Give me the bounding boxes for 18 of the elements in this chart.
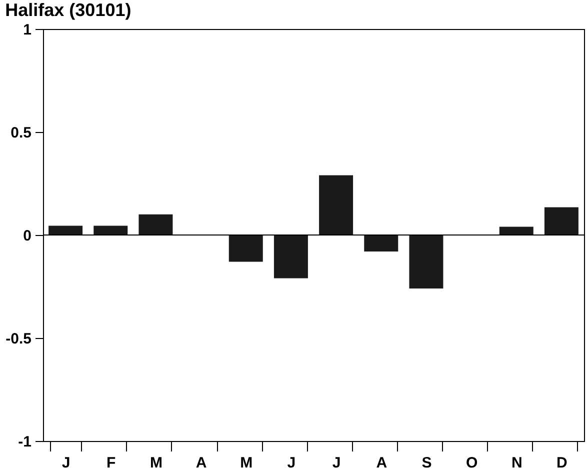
x-tick-label: N <box>511 454 522 472</box>
y-tick-label: -1 <box>18 434 32 450</box>
y-tick-label: 0.5 <box>10 124 32 142</box>
x-tick-label: J <box>332 454 341 472</box>
x-tick-label: O <box>466 454 478 472</box>
chart-title: Halifax (30101) <box>5 0 132 20</box>
y-tick-label: 0 <box>23 228 32 244</box>
x-tick-label: A <box>196 454 207 472</box>
x-tick-label: A <box>376 454 388 472</box>
x-tick-label: J <box>287 454 296 472</box>
x-tick-label: J <box>62 454 70 472</box>
x-tick-label: M <box>240 454 253 472</box>
y-tick-label: -0.5 <box>6 330 32 348</box>
x-tick-label: F <box>106 454 116 472</box>
x-tick-label: S <box>422 454 432 472</box>
x-tick-label: D <box>556 454 568 472</box>
x-tick-label: M <box>150 454 162 472</box>
y-tick-label: 1 <box>23 22 32 38</box>
